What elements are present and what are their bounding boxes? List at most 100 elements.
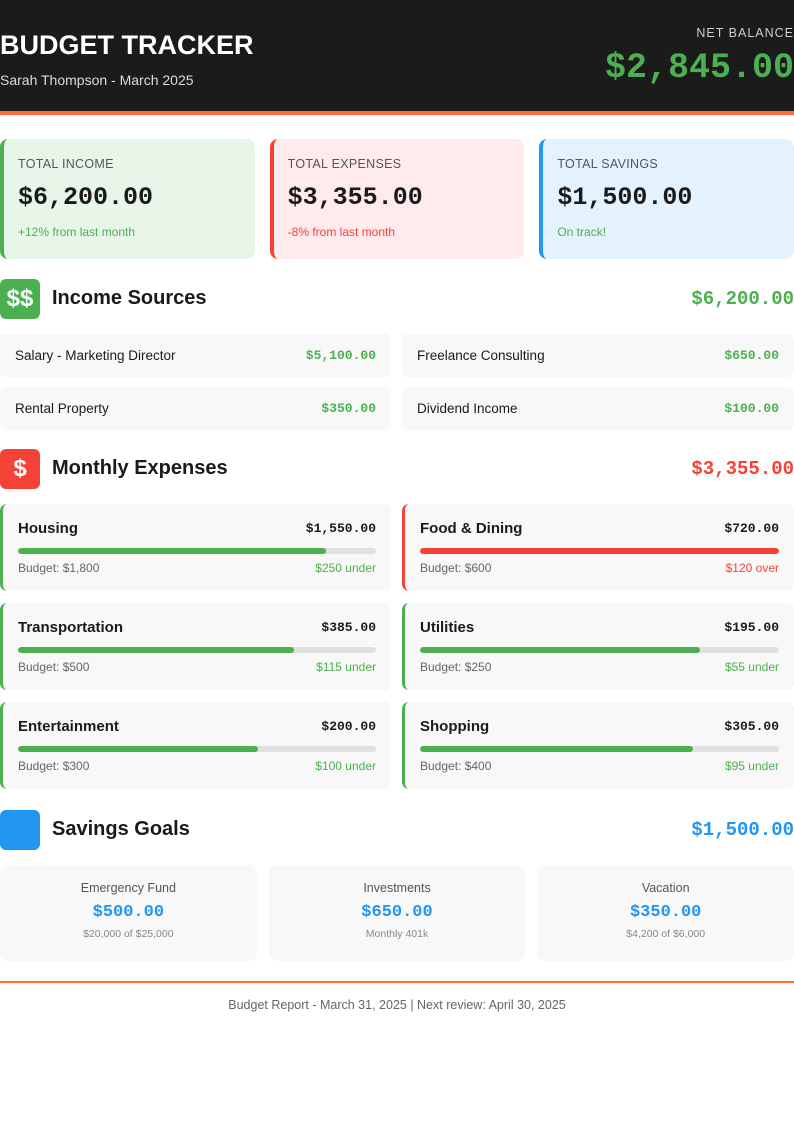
expense-budget: Budget: $500 (18, 660, 90, 674)
progress-fill (18, 746, 258, 752)
expense-category: Entertainment (18, 718, 119, 735)
expense-budget: Budget: $1,800 (18, 561, 100, 575)
dollar-icon: $ (0, 449, 40, 489)
list-item: Dividend Income $100.00 (402, 387, 794, 430)
expense-card: Entertainment $200.00 Budget: $300 $100 un… (0, 702, 391, 789)
savings-summary-card: TOTAL SAVINGS $1,500.00 On track! (539, 139, 794, 259)
expense-status: $250 under (315, 561, 376, 575)
expense-category: Shopping (420, 718, 490, 735)
goal-card: Emergency Fund $500.00 $20,000 of $25,00… (0, 865, 257, 961)
progress-bar (18, 647, 376, 653)
expense-amount: $720.00 (724, 521, 779, 536)
section-title: Monthly Expenses (52, 457, 228, 479)
progress-fill (18, 548, 326, 554)
section-total: $1,500.00 (691, 819, 794, 841)
goal-card: Investments $650.00 Monthly 401k (268, 865, 526, 961)
page-subtitle: Sarah Thompson - March 2025 (0, 72, 194, 88)
list-item: Salary - Marketing Director $5,100.00 (0, 334, 391, 377)
income-amount: $5,100.00 (305, 348, 376, 363)
net-balance-value: $2,845.00 (604, 48, 794, 88)
goal-detail: $4,200 of $6,000 (626, 928, 706, 940)
list-item: Rental Property $350.00 (0, 387, 391, 430)
section-total: $3,355.00 (691, 458, 794, 480)
expense-category: Utilities (420, 619, 475, 636)
card-value: $1,500.00 (557, 183, 693, 212)
card-value: $3,355.00 (287, 183, 423, 212)
expense-amount: $1,550.00 (305, 521, 376, 536)
income-summary-card: TOTAL INCOME $6,200.00 +12% from last mo… (0, 139, 255, 259)
expense-budget: Budget: $300 (18, 759, 90, 773)
savings-section-header: Savings Goals $1,500.00 (0, 810, 794, 850)
card-label: TOTAL EXPENSES (287, 157, 402, 171)
progress-bar (18, 548, 376, 554)
expense-status: $55 under (724, 660, 779, 674)
section-total: $6,200.00 (691, 288, 794, 310)
income-section-header: $$ Income Sources $6,200.00 (0, 279, 794, 319)
expense-amount: $195.00 (724, 620, 779, 635)
income-amount: $100.00 (724, 401, 779, 416)
expense-amount: $305.00 (724, 719, 779, 734)
progress-fill (420, 746, 693, 752)
income-name: Freelance Consulting (417, 348, 545, 363)
footer-divider (0, 981, 794, 983)
progress-bar (420, 746, 779, 752)
goal-card: Vacation $350.00 $4,200 of $6,000 (537, 865, 794, 961)
expense-status: $95 under (724, 759, 779, 773)
list-item: Freelance Consulting $650.00 (402, 334, 794, 377)
goal-name: Emergency Fund (80, 881, 176, 895)
card-note: -8% from last month (287, 225, 396, 239)
section-title: Income Sources (52, 287, 207, 309)
income-name: Dividend Income (417, 401, 518, 416)
goal-name: Investments (363, 881, 431, 895)
card-value: $6,200.00 (18, 183, 154, 212)
progress-fill (18, 647, 294, 653)
progress-bar (18, 746, 376, 752)
income-name: Rental Property (15, 401, 109, 416)
progress-fill (420, 548, 779, 554)
card-label: TOTAL SAVINGS (557, 157, 659, 171)
card-label: TOTAL INCOME (18, 157, 114, 171)
savings-goals: Emergency Fund $500.00 $20,000 of $25,00… (0, 865, 794, 961)
goal-detail: Monthly 401k (365, 928, 429, 940)
expense-card: Transportation $385.00 Budget: $500 $115 u… (0, 603, 391, 690)
progress-bar (420, 647, 779, 653)
card-note: On track! (557, 225, 607, 239)
page-header: BUDGET TRACKER Sarah Thompson - March 20… (0, 0, 794, 115)
goal-amount: $650.00 (361, 903, 433, 922)
expense-card: Food & Dining $720.00 Budget: $600 $120 ov… (402, 504, 794, 591)
expense-card: Shopping $305.00 Budget: $400 $95 under (402, 702, 794, 789)
income-name: Salary - Marketing Director (15, 348, 176, 363)
expense-budget: Budget: $600 (420, 561, 492, 575)
goal-detail: $20,000 of $25,000 (83, 928, 174, 940)
expenses-list: Housing $1,550.00 Budget: $1,800 $250 unde… (0, 504, 794, 789)
expense-budget: Budget: $250 (420, 660, 492, 674)
expenses-summary-card: TOTAL EXPENSES $3,355.00 -8% from last m… (269, 139, 525, 259)
footer-text: Budget Report - March 31, 2025 | Next re… (228, 998, 566, 1012)
expense-category: Food & Dining (420, 520, 523, 537)
expense-amount: $385.00 (321, 620, 376, 635)
page-title: BUDGET TRACKER (0, 30, 254, 60)
expense-category: Housing (18, 520, 78, 537)
expense-status: $120 over (725, 561, 779, 575)
summary-cards: TOTAL INCOME $6,200.00 +12% from last mo… (0, 139, 794, 259)
goal-amount: $350.00 (629, 903, 702, 922)
income-amount: $350.00 (321, 401, 376, 416)
card-note: +12% from last month (18, 225, 136, 239)
expense-category: Transportation (18, 619, 124, 636)
expense-amount: $200.00 (321, 719, 376, 734)
expense-card: Housing $1,550.00 Budget: $1,800 $250 unde… (0, 504, 391, 591)
progress-bar (420, 548, 779, 554)
progress-fill (420, 647, 701, 653)
expense-status: $100 under (315, 759, 376, 773)
piggy-bank-icon (0, 810, 40, 850)
income-amount: $650.00 (724, 348, 779, 363)
dollar-icon: $$ (0, 279, 40, 319)
income-list: Salary - Marketing Director $5,100.00 Fr… (0, 334, 794, 430)
expense-status: $115 under (316, 660, 376, 674)
goal-name: Vacation (641, 881, 690, 895)
section-title: Savings Goals (52, 818, 190, 840)
expense-budget: Budget: $400 (420, 759, 492, 773)
net-balance-label: NET BALANCE (696, 26, 794, 40)
expenses-section-header: $ Monthly Expenses $3,355.00 (0, 449, 794, 489)
goal-amount: $500.00 (92, 903, 165, 922)
